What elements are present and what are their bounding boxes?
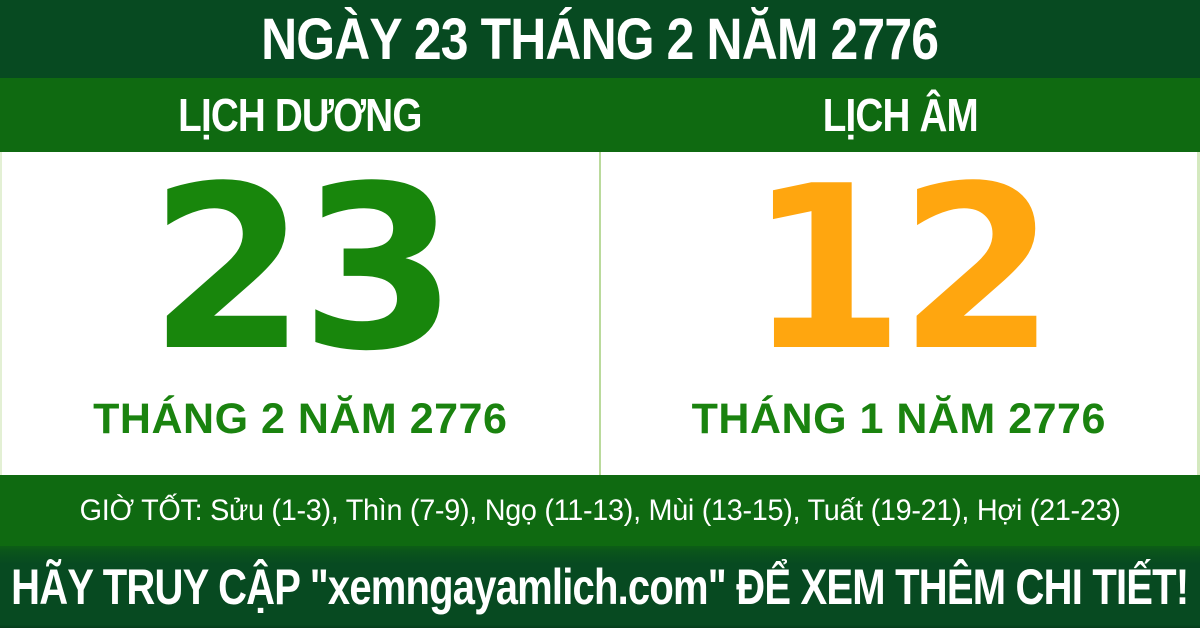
solar-month-label: THÁNG 2 NĂM 2776: [93, 395, 508, 443]
panel-divider: [598, 152, 601, 475]
solar-header: LỊCH DƯƠNG: [0, 78, 600, 152]
good-hours-list: Sửu (1-3), Thìn (7-9), Ngọ (11-13), Mùi …: [209, 493, 1121, 527]
solar-day-number: 23: [148, 138, 458, 401]
footer-cta: HÃY TRUY CẬP "xemngayamlich.com" ĐỂ XEM …: [11, 559, 1189, 615]
solar-panel: 23 THÁNG 2 NĂM 2776: [2, 152, 599, 475]
lunar-panel: 12 THÁNG 1 NĂM 2776: [600, 138, 1197, 475]
date-title: NGÀY 23 THÁNG 2 NĂM 2776: [261, 7, 940, 72]
solar-header-label: LỊCH DƯƠNG: [178, 89, 422, 141]
lunar-header: LỊCH ÂM: [600, 78, 1200, 152]
calendar-header-band: LỊCH DƯƠNG LỊCH ÂM: [0, 78, 1200, 152]
good-hours-label: GIỜ TỐT:: [79, 493, 203, 527]
good-hours-text: GIỜ TỐT: Sửu (1-3), Thìn (7-9), Ngọ (11-…: [79, 493, 1121, 527]
calendar-body: 23 THÁNG 2 NĂM 2776 12 THÁNG 1 NĂM 2776: [0, 152, 1200, 475]
date-title-bar: NGÀY 23 THÁNG 2 NĂM 2776: [0, 0, 1200, 78]
lunar-header-label: LỊCH ÂM: [822, 89, 978, 141]
good-hours-bar: GIỜ TỐT: Sửu (1-3), Thìn (7-9), Ngọ (11-…: [0, 475, 1200, 546]
footer-bar: HÃY TRUY CẬP "xemngayamlich.com" ĐỂ XEM …: [0, 546, 1200, 628]
lunar-day-number: 12: [747, 138, 1056, 401]
lunar-month-label: THÁNG 1 NĂM 2776: [691, 395, 1106, 443]
